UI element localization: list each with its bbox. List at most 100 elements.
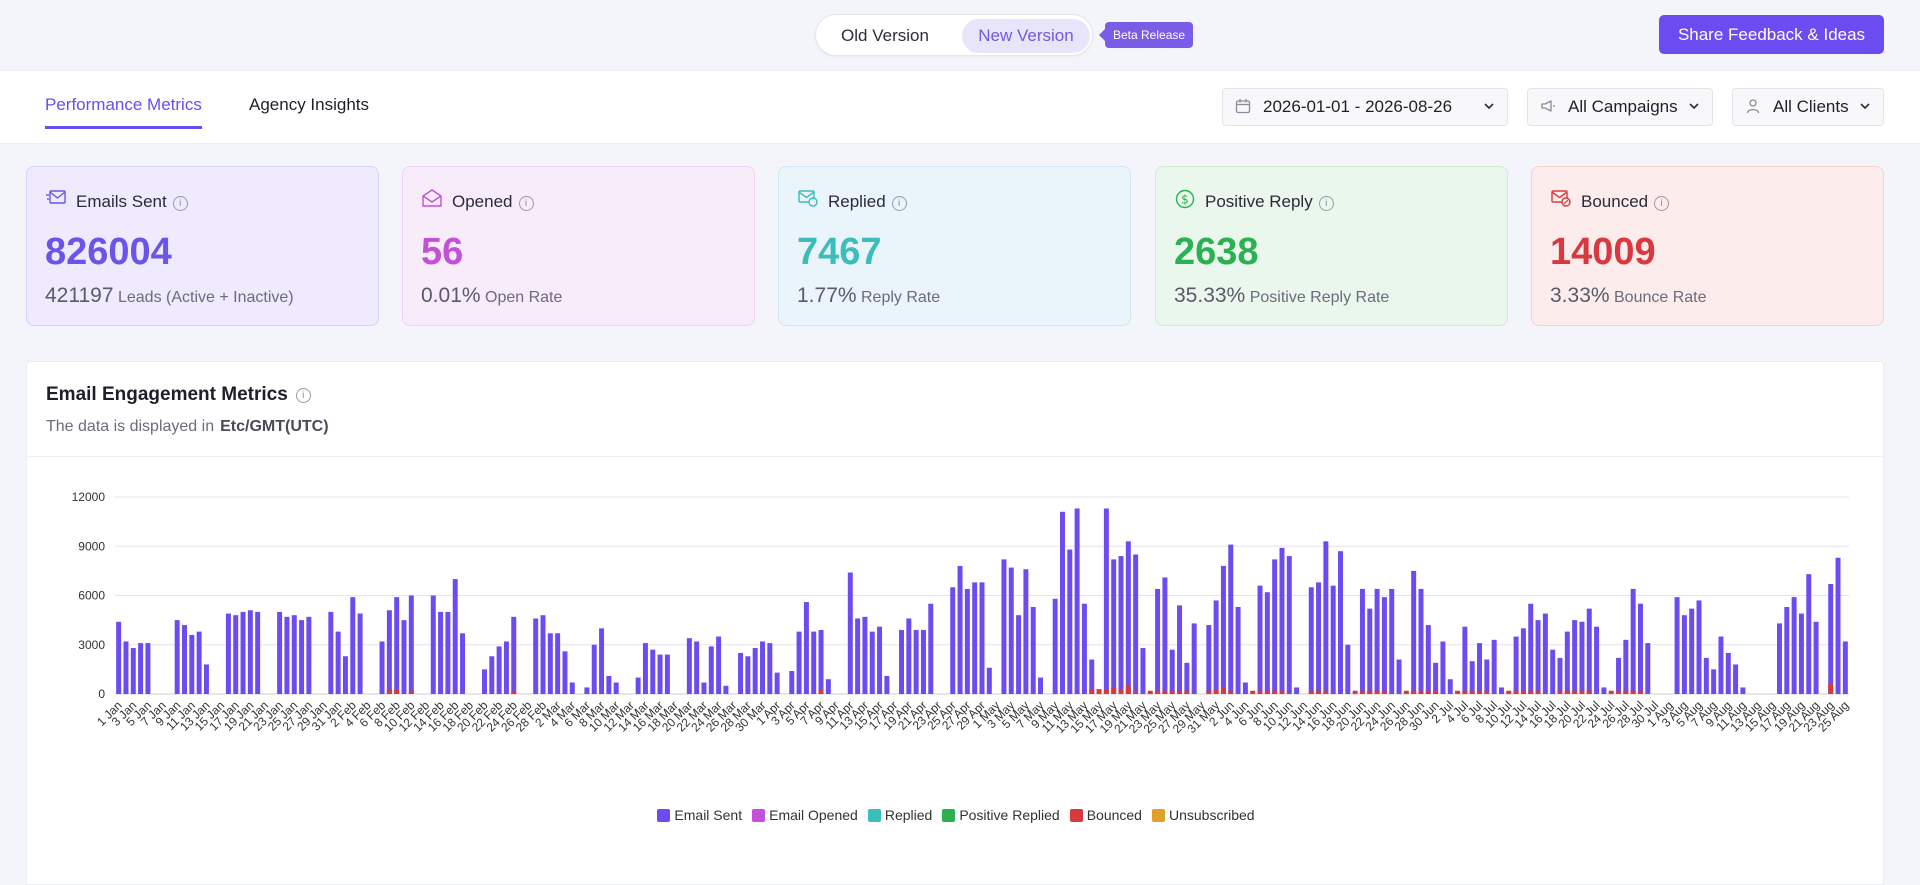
bar-bounced	[1133, 692, 1139, 694]
panel-title: Email Engagement Metrics i	[46, 384, 311, 406]
date-range-filter[interactable]: 2026-01-01 - 2026-08-26	[1222, 88, 1508, 126]
campaigns-filter[interactable]: All Campaigns	[1527, 88, 1713, 126]
bar-email-sent	[1550, 649, 1556, 694]
bar-email-sent	[1008, 567, 1014, 694]
bar-email-sent	[1067, 549, 1073, 694]
bar-email-sent	[1564, 631, 1570, 694]
replied-card: Replied i 7467 1.77% Reply Rate	[778, 166, 1131, 326]
mail-bounce-icon	[1550, 189, 1572, 212]
old-version-button[interactable]: Old Version	[841, 26, 929, 45]
bar-email-sent	[284, 616, 290, 694]
bar-email-sent	[1447, 679, 1453, 694]
bar-email-sent	[767, 643, 773, 694]
bar-email-sent	[1089, 659, 1095, 694]
bar-email-sent	[1433, 662, 1439, 694]
bar-email-sent	[1630, 588, 1636, 694]
card-sub: 0.01% Open Rate	[421, 284, 563, 307]
bar-email-sent	[913, 629, 919, 694]
bar-email-sent	[1389, 588, 1395, 694]
card-value: 7467	[797, 231, 882, 273]
clients-filter[interactable]: All Clients	[1732, 88, 1884, 126]
bar-bounced	[1630, 690, 1636, 694]
bar-email-sent	[547, 633, 553, 694]
bar-email-sent	[569, 682, 575, 694]
clients-label: All Clients	[1773, 97, 1849, 116]
bar-email-sent	[1125, 541, 1131, 694]
bar-email-sent	[650, 649, 656, 694]
bar-email-sent	[1733, 664, 1739, 694]
bar-email-sent	[233, 615, 239, 694]
bar-bounced	[1213, 689, 1219, 694]
y-tick-label: 6000	[78, 589, 105, 603]
bar-email-sent	[1213, 600, 1219, 694]
bar-bounced	[818, 689, 824, 694]
bar-email-sent	[1162, 577, 1168, 694]
bar-email-sent	[1806, 574, 1812, 694]
bar-email-sent	[1081, 603, 1087, 694]
version-toggle: Old Version New Version	[815, 14, 1093, 56]
card-sub: 421197 Leads (Active + Inactive)	[45, 284, 294, 307]
new-version-button[interactable]: New Version	[962, 19, 1090, 53]
bar-email-sent	[386, 610, 392, 694]
bar-email-sent	[1798, 613, 1804, 694]
bar-email-sent	[196, 631, 202, 694]
info-icon[interactable]: i	[295, 388, 311, 403]
bar-email-sent	[1725, 652, 1731, 694]
bar-email-sent	[1264, 592, 1270, 694]
bar-email-sent	[225, 613, 231, 694]
card-title: Emails Sent i	[76, 192, 188, 212]
bar-email-sent	[803, 602, 809, 694]
bar-email-sent	[306, 616, 312, 694]
legend-label: Replied	[884, 807, 933, 823]
bar-email-sent	[277, 611, 283, 694]
bar-email-sent	[203, 664, 209, 694]
bar-bounced	[1564, 690, 1570, 694]
bar-email-sent	[1616, 657, 1622, 694]
bar-email-sent	[247, 610, 253, 694]
y-tick-label: 0	[98, 687, 105, 701]
y-tick-label: 12000	[72, 490, 106, 504]
bar-email-sent	[906, 618, 912, 694]
bar-email-sent	[291, 615, 297, 694]
bar-bounced	[1828, 684, 1834, 694]
legend-swatch	[752, 809, 766, 822]
bar-email-sent	[123, 641, 129, 694]
legend-item[interactable]: Bounced	[1069, 807, 1142, 823]
emails-sent-card: Emails Sent i 826004 421197 Leads (Active…	[26, 166, 379, 326]
bar-bounced	[1528, 690, 1534, 694]
y-tick-label: 9000	[78, 539, 105, 553]
opened-card: Opened i 56 0.01% Open Rate	[402, 166, 755, 326]
bar-email-sent	[723, 685, 729, 694]
bar-bounced	[1155, 690, 1161, 694]
legend-item[interactable]: Email Opened	[752, 807, 858, 823]
top-bar: Old Version New Version Beta Release Sha…	[0, 0, 1920, 70]
info-icon[interactable]: i	[1654, 196, 1670, 211]
share-feedback-button[interactable]: Share Feedback & Ideas	[1659, 15, 1884, 54]
bar-email-sent	[460, 633, 466, 694]
info-icon[interactable]: i	[891, 196, 907, 211]
tab-performance-metrics[interactable]: Performance Metrics	[45, 95, 202, 129]
bar-email-sent	[1586, 608, 1592, 694]
bar-email-sent	[116, 621, 122, 694]
bar-bounced	[1228, 690, 1234, 694]
legend-item[interactable]: Unsubscribed	[1151, 807, 1255, 823]
bar-email-sent	[796, 631, 802, 694]
bar-email-sent	[357, 613, 363, 694]
bar-email-sent	[1308, 587, 1314, 694]
legend-item[interactable]: Positive Replied	[942, 807, 1060, 823]
info-icon[interactable]: i	[518, 196, 534, 211]
info-icon[interactable]: i	[172, 196, 188, 211]
bar-email-sent	[760, 641, 765, 694]
bar-email-sent	[1440, 641, 1446, 694]
bar-bounced	[1455, 690, 1461, 694]
info-icon[interactable]: i	[1318, 196, 1334, 211]
legend-item[interactable]: Email Sent	[657, 807, 742, 823]
bar-bounced	[1572, 690, 1578, 694]
tab-agency-insights[interactable]: Agency Insights	[249, 95, 370, 114]
legend-item[interactable]: Replied	[867, 807, 933, 823]
chevron-down-icon	[1688, 89, 1700, 125]
bar-email-sent	[1294, 687, 1300, 694]
bar-bounced	[1637, 690, 1643, 694]
bounced-card: Bounced i 14009 3.33% Bounce Rate	[1531, 166, 1884, 326]
bar-email-sent	[438, 611, 444, 694]
